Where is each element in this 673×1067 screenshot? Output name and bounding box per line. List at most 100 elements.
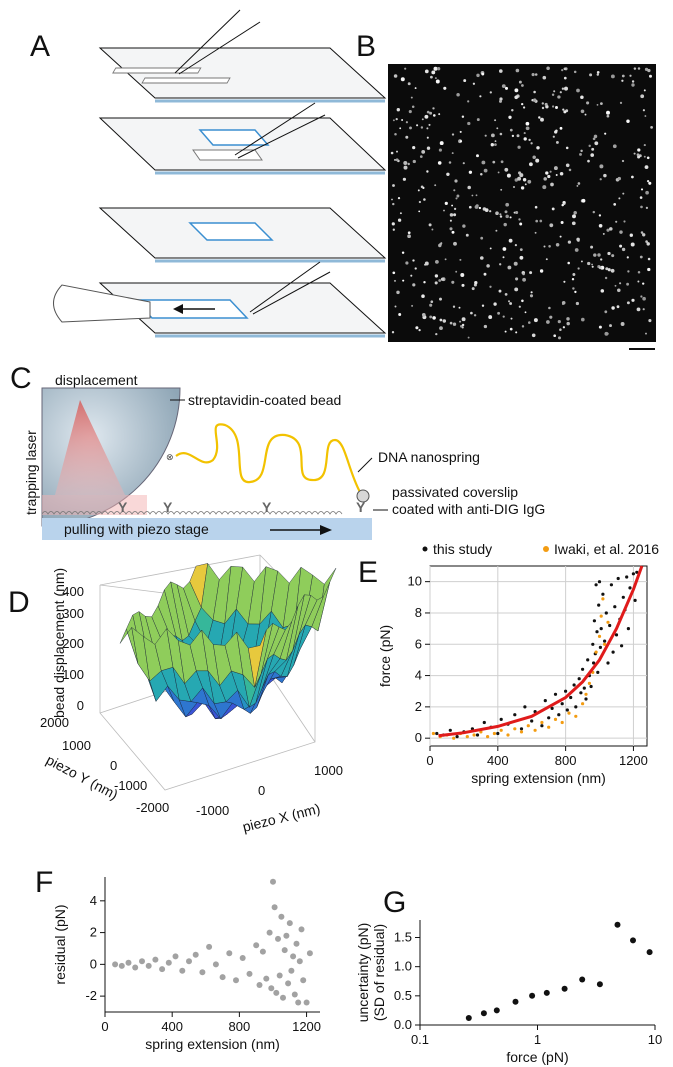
spot (640, 94, 645, 99)
spot (617, 288, 621, 293)
data-point (465, 1015, 472, 1021)
panel-e-label: E (358, 556, 378, 589)
spot (499, 213, 502, 216)
data-point (565, 708, 569, 712)
data-point (543, 989, 550, 996)
spot (435, 332, 438, 336)
spot (474, 205, 479, 209)
spot (418, 210, 421, 213)
x-tick-label: 400 (161, 1019, 183, 1034)
trap-optics (41, 387, 181, 527)
data-point (601, 597, 605, 601)
data-point (268, 985, 275, 992)
data-point (212, 961, 219, 968)
label-pulling-stage: pulling with piezo stage (64, 521, 209, 537)
data-point (125, 959, 132, 966)
spot (472, 82, 476, 85)
spot (517, 176, 522, 181)
data-point (472, 733, 476, 737)
data-point (614, 633, 619, 637)
spot (646, 242, 650, 246)
spot (453, 207, 457, 211)
spot (519, 173, 524, 178)
d-xtick: 0 (258, 783, 265, 798)
spot (576, 184, 579, 187)
spot (452, 305, 456, 308)
spot (461, 283, 465, 287)
data-point (592, 619, 597, 623)
spot (642, 109, 646, 112)
d-ytick: 1000 (62, 738, 91, 753)
spot (519, 222, 523, 226)
spot (619, 230, 623, 234)
label-trapping-laser: trapping laser (23, 430, 39, 515)
dig-anchor (356, 489, 370, 503)
spot (559, 171, 564, 176)
spot (459, 140, 463, 143)
data-point (233, 977, 239, 984)
spot (555, 140, 559, 144)
spot (607, 268, 611, 272)
spot (580, 95, 584, 100)
data-point (246, 970, 253, 977)
antibody-4: Y (356, 499, 366, 515)
data-point (288, 967, 295, 974)
spot (549, 170, 552, 173)
spot (474, 281, 478, 285)
data-point (567, 711, 571, 715)
spot (489, 247, 492, 250)
spot (455, 197, 458, 200)
spot (443, 86, 447, 90)
spot (407, 231, 411, 235)
stage-arrowhead (320, 525, 332, 535)
y-tick-label: 0.5 (394, 988, 412, 1003)
spot (588, 144, 591, 148)
spot (513, 261, 518, 266)
spot (629, 74, 632, 77)
spot (468, 170, 473, 174)
spot (597, 253, 601, 257)
channel-2 (192, 149, 263, 161)
spot (401, 251, 405, 254)
spot (480, 256, 484, 260)
spot (627, 270, 630, 273)
data-point (613, 605, 617, 609)
spot (421, 118, 424, 121)
spot (534, 231, 537, 234)
spot (465, 233, 469, 237)
data-point (582, 686, 586, 690)
x-tick-label: 1200 (619, 753, 648, 768)
spot (566, 321, 570, 326)
x-tick-label: 0 (426, 753, 433, 768)
spot (614, 284, 617, 287)
spot (410, 96, 413, 99)
spot (593, 134, 598, 139)
data-point (596, 981, 603, 988)
data-point (547, 716, 551, 720)
spot (403, 165, 408, 170)
spot (602, 232, 605, 235)
chart-e: 0 400 800 1200 0 2 4 6 8 10 spring extension (nm) f… (377, 541, 659, 786)
data-point (581, 667, 585, 671)
spot (501, 84, 506, 89)
data-point (486, 735, 490, 739)
spot (555, 129, 558, 133)
spot (558, 336, 561, 340)
spot (640, 295, 643, 298)
data-point (513, 727, 517, 731)
displacement-surface (119, 562, 337, 720)
spot (577, 182, 581, 185)
spot (494, 140, 497, 143)
spot (444, 201, 448, 205)
spot (397, 196, 401, 200)
spot (423, 198, 426, 201)
spot (462, 224, 466, 228)
legend-label: Iwaki, et al. 2016 (554, 541, 659, 557)
spot (640, 231, 644, 234)
spot (631, 175, 634, 179)
spot (580, 109, 585, 114)
spot (544, 102, 548, 106)
spot (534, 73, 538, 76)
y-tick-label: 6 (415, 636, 422, 651)
